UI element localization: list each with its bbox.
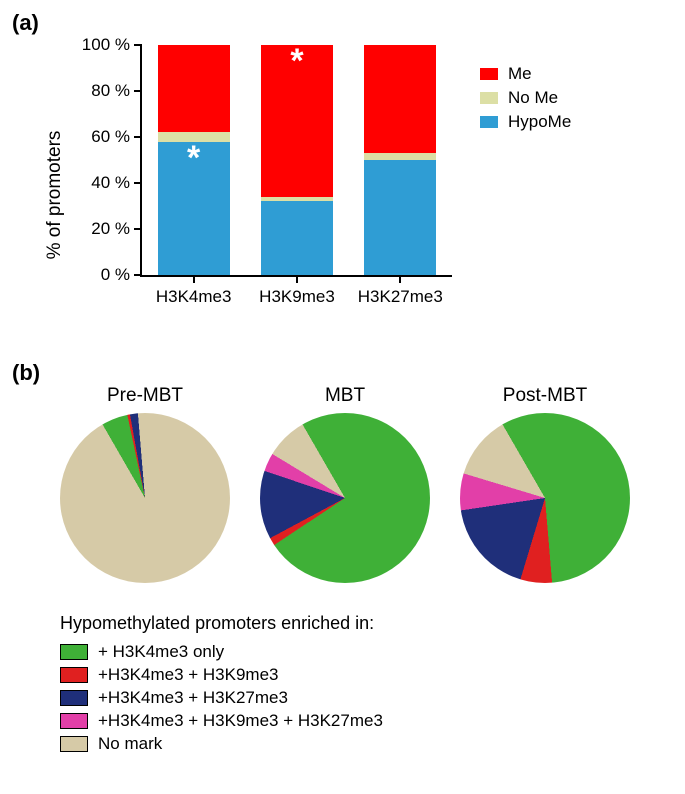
- legend-swatch: [60, 736, 88, 752]
- panel-b-legend-item: +H3K4me3 + H3K9me3: [60, 665, 660, 685]
- bar-seg-HypoMe: [364, 160, 436, 275]
- pie-Pre-MBT: Pre-MBT: [60, 385, 230, 583]
- bar-H3K9me3: *H3K9me3: [261, 45, 333, 275]
- panel-a-legend-item: No Me: [480, 88, 571, 108]
- panel-a-ytick-label: 80 %: [91, 81, 142, 101]
- panel-a-xtick-label: H3K4me3: [156, 275, 232, 307]
- pie-chart: [60, 413, 230, 583]
- panel-b-legend-item: No mark: [60, 734, 660, 754]
- panel-a-ytick-label: 0 %: [101, 265, 142, 285]
- bar-H3K27me3: H3K27me3: [364, 45, 436, 275]
- legend-swatch: [480, 116, 498, 128]
- panel-b-label: (b): [12, 360, 40, 386]
- pie-title: MBT: [260, 385, 430, 407]
- legend-label: Me: [508, 64, 532, 84]
- panel-b-legend-item: +H3K4me3 + H3K9me3 + H3K27me3: [60, 711, 660, 731]
- bar-seg-Me: [261, 45, 333, 197]
- panel-a-label: (a): [12, 10, 39, 36]
- pie-chart: [260, 413, 430, 583]
- panel-a-legend-item: Me: [480, 64, 571, 84]
- panel-b-legend: Hypomethylated promoters enriched in: + …: [60, 613, 660, 754]
- bar-seg-No Me: [364, 153, 436, 160]
- legend-swatch: [480, 68, 498, 80]
- panel-b-pie-row: Pre-MBT MBT Post-MBT: [60, 385, 660, 583]
- legend-swatch: [60, 667, 88, 683]
- legend-swatch: [480, 92, 498, 104]
- panel-a-yaxis-label: % of promoters: [44, 131, 66, 260]
- panel-b-legend-item: +H3K4me3 + H3K27me3: [60, 688, 660, 708]
- panel-b-legend-item: + H3K4me3 only: [60, 642, 660, 662]
- panel-a-ytick-label: 20 %: [91, 219, 142, 239]
- bar-seg-No Me: [158, 132, 230, 141]
- legend-label: + H3K4me3 only: [98, 642, 224, 662]
- bar-seg-HypoMe: [158, 142, 230, 275]
- figure-page: (a) (b) % of promoters 0 % 20 % 40 % 60 % 80…: [0, 0, 685, 794]
- legend-swatch: [60, 644, 88, 660]
- panel-a-ytick-label: 60 %: [91, 127, 142, 147]
- legend-label: +H3K4me3 + H3K27me3: [98, 688, 288, 708]
- legend-swatch: [60, 690, 88, 706]
- panel-a-ytick-label: 40 %: [91, 173, 142, 193]
- panel-a-chart-area: 0 %20 %40 %60 %80 %100 %*H3K4me3*H3K9me3…: [140, 45, 452, 277]
- legend-label: +H3K4me3 + H3K9me3 + H3K27me3: [98, 711, 383, 731]
- panel-a-legend: Me No Me HypoMe: [480, 60, 571, 136]
- panel-a-xtick-label: H3K27me3: [358, 275, 443, 307]
- pie-title: Pre-MBT: [60, 385, 230, 407]
- legend-label: HypoMe: [508, 112, 571, 132]
- panel-a-legend-item: HypoMe: [480, 112, 571, 132]
- pie-Post-MBT: Post-MBT: [460, 385, 630, 583]
- panel-b: Pre-MBT MBT Post-MBT Hypomethylated promot…: [60, 385, 660, 757]
- legend-label: +H3K4me3 + H3K9me3: [98, 665, 279, 685]
- bar-H3K4me3: *H3K4me3: [158, 45, 230, 275]
- panel-a: % of promoters 0 %20 %40 %60 %80 %100 %*…: [60, 45, 650, 345]
- panel-b-legend-title: Hypomethylated promoters enriched in:: [60, 613, 660, 634]
- legend-label: No mark: [98, 734, 162, 754]
- bar-seg-HypoMe: [261, 201, 333, 275]
- pie-MBT: MBT: [260, 385, 430, 583]
- panel-a-xtick-label: H3K9me3: [259, 275, 335, 307]
- bar-seg-Me: [364, 45, 436, 153]
- pie-chart: [460, 413, 630, 583]
- legend-swatch: [60, 713, 88, 729]
- pie-title: Post-MBT: [460, 385, 630, 407]
- bar-seg-Me: [158, 45, 230, 132]
- legend-label: No Me: [508, 88, 558, 108]
- bar-seg-No Me: [261, 197, 333, 202]
- panel-a-ytick-label: 100 %: [82, 35, 142, 55]
